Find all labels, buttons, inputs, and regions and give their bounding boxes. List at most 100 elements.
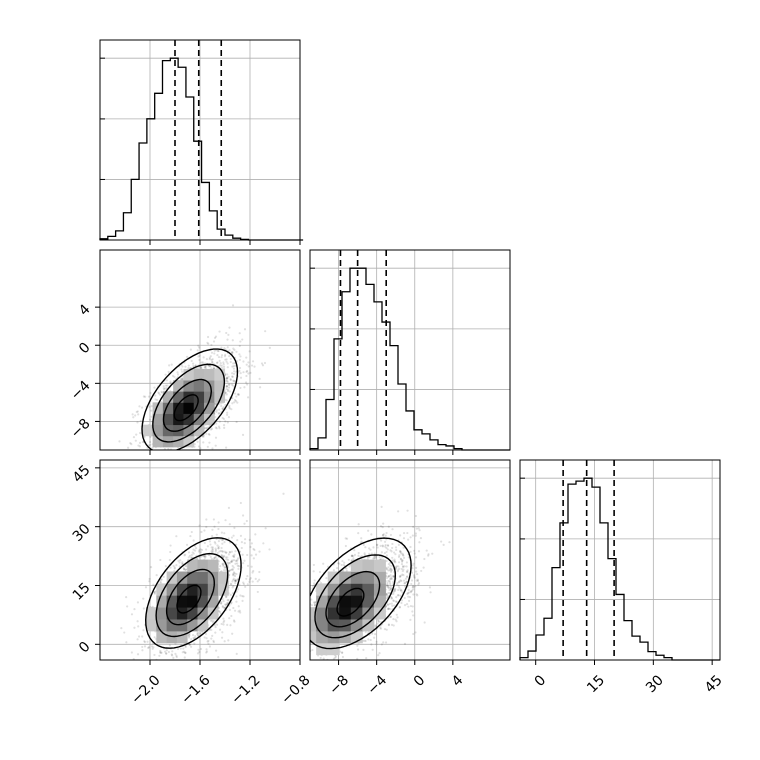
sample-point bbox=[217, 547, 220, 550]
sample-point bbox=[176, 454, 178, 456]
sample-point bbox=[169, 550, 172, 554]
sample-point bbox=[416, 594, 419, 597]
sample-point bbox=[370, 533, 373, 536]
sample-point bbox=[232, 577, 235, 580]
sample-point bbox=[210, 557, 213, 560]
sample-point bbox=[214, 556, 217, 559]
sample-point bbox=[192, 539, 195, 542]
sample-point bbox=[387, 544, 390, 547]
sample-point bbox=[237, 610, 240, 613]
sample-point bbox=[212, 640, 215, 644]
sample-point bbox=[230, 560, 233, 563]
density-cell bbox=[152, 435, 164, 448]
sample-point bbox=[238, 583, 241, 586]
sample-point bbox=[196, 634, 200, 637]
sample-point bbox=[210, 343, 213, 347]
sample-point bbox=[228, 390, 231, 393]
sample-point bbox=[233, 620, 236, 623]
sample-point bbox=[312, 584, 315, 588]
sample-point bbox=[386, 594, 390, 598]
sample-point bbox=[214, 625, 217, 629]
sample-point bbox=[168, 364, 171, 367]
density-cell bbox=[156, 595, 168, 608]
sample-point bbox=[312, 570, 315, 573]
sample-point bbox=[235, 420, 238, 424]
sample-point bbox=[395, 600, 398, 603]
sample-point bbox=[136, 410, 139, 413]
sample-point bbox=[231, 564, 234, 568]
sample-point bbox=[209, 355, 212, 358]
sample-point bbox=[225, 558, 228, 561]
sample-point bbox=[227, 375, 230, 378]
sample-point bbox=[183, 656, 186, 659]
sample-point bbox=[232, 367, 236, 370]
density-cell bbox=[197, 583, 209, 596]
histogram-grid bbox=[520, 460, 720, 660]
sample-point bbox=[150, 645, 154, 648]
sample-point bbox=[231, 402, 234, 405]
sample-point bbox=[159, 452, 161, 454]
sample-point bbox=[192, 548, 195, 551]
sample-point bbox=[153, 592, 157, 595]
sample-point bbox=[222, 361, 225, 364]
sample-point bbox=[389, 607, 392, 611]
sample-point bbox=[207, 342, 210, 345]
sample-point bbox=[258, 550, 261, 553]
sample-point bbox=[258, 570, 261, 574]
sample-point bbox=[232, 534, 235, 537]
density-cell bbox=[187, 595, 198, 608]
sample-point bbox=[136, 601, 140, 604]
sample-point bbox=[440, 540, 443, 543]
density-cell bbox=[183, 424, 195, 437]
sample-point bbox=[217, 521, 220, 524]
sample-point bbox=[200, 530, 203, 534]
sample-point bbox=[415, 579, 418, 582]
sample-point bbox=[196, 631, 199, 634]
sample-point bbox=[232, 606, 235, 610]
sample-point bbox=[225, 360, 228, 363]
sample-point bbox=[239, 534, 243, 537]
sample-point bbox=[209, 365, 212, 368]
sample-point bbox=[442, 543, 445, 547]
sample-point bbox=[205, 525, 208, 529]
density-cell bbox=[204, 368, 215, 381]
sample-point bbox=[227, 415, 231, 419]
sample-point bbox=[384, 534, 387, 537]
contour-line bbox=[155, 552, 229, 638]
sample-point bbox=[295, 580, 297, 582]
sample-point bbox=[409, 545, 412, 549]
sample-point bbox=[179, 647, 182, 650]
sample-point bbox=[223, 619, 226, 623]
sample-point bbox=[380, 551, 384, 554]
sample-point bbox=[231, 580, 234, 583]
sample-point bbox=[402, 546, 405, 549]
sample-point bbox=[203, 554, 207, 557]
sample-point bbox=[238, 369, 241, 373]
contour-line bbox=[165, 568, 216, 626]
sample-point bbox=[228, 383, 231, 386]
sample-point bbox=[199, 366, 203, 370]
sample-point bbox=[226, 421, 229, 424]
sample-point bbox=[249, 576, 252, 580]
sample-point bbox=[247, 372, 250, 375]
sample-point bbox=[227, 599, 230, 602]
sample-point bbox=[225, 387, 228, 391]
sample-point bbox=[215, 555, 218, 558]
sample-point bbox=[135, 410, 138, 414]
sample-point bbox=[191, 664, 193, 666]
sample-point bbox=[237, 605, 240, 608]
sample-point bbox=[198, 549, 201, 552]
sample-point bbox=[228, 569, 231, 572]
sample-point bbox=[210, 367, 213, 370]
sample-point bbox=[246, 553, 249, 557]
sample-point bbox=[336, 567, 339, 570]
sample-point bbox=[239, 611, 242, 614]
sample-point bbox=[306, 642, 308, 644]
sample-point bbox=[310, 598, 313, 601]
sample-point bbox=[132, 416, 135, 419]
sample-point bbox=[399, 589, 403, 592]
sample-point bbox=[396, 570, 399, 573]
sample-point bbox=[232, 379, 235, 382]
sample-point bbox=[348, 565, 351, 568]
